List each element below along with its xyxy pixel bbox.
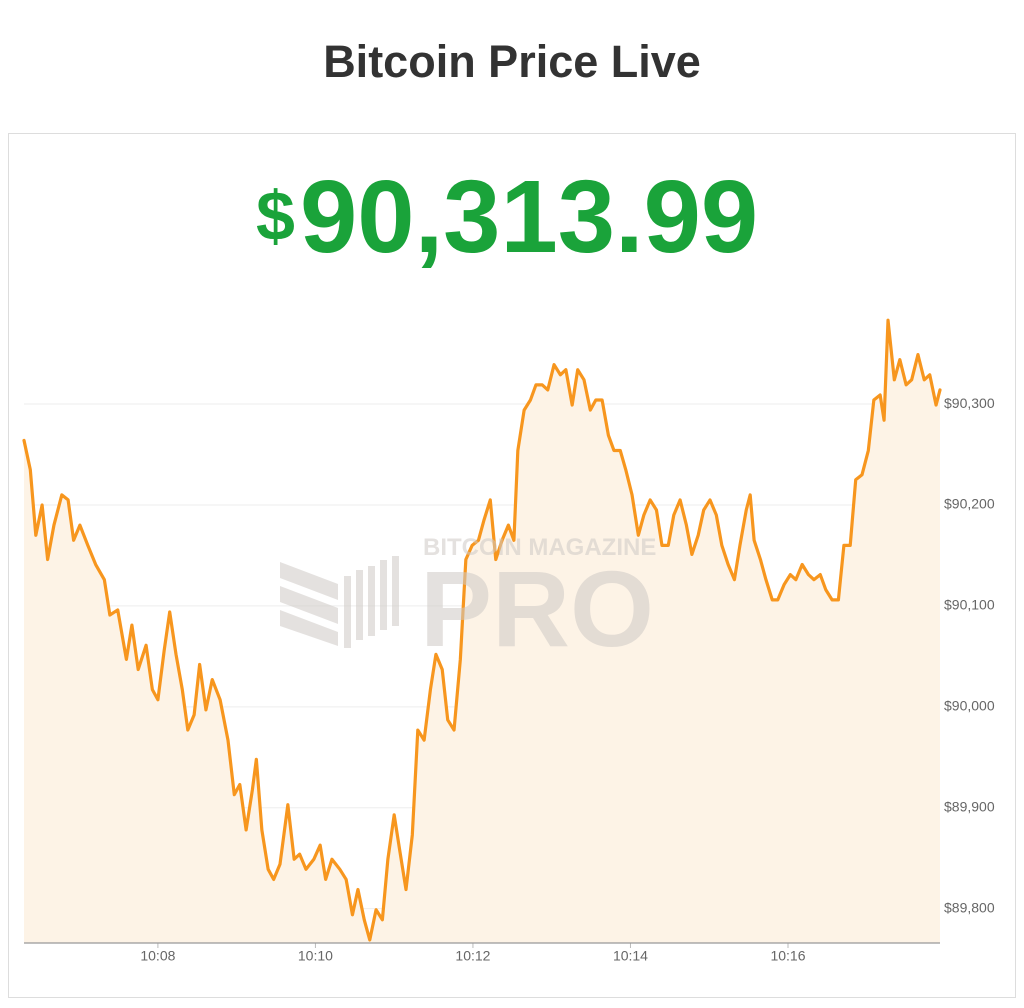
x-tick-label: 10:10 xyxy=(298,948,333,964)
page-title: Bitcoin Price Live xyxy=(323,36,701,87)
x-tick-label: 10:14 xyxy=(613,948,648,964)
y-tick-label: $89,800 xyxy=(944,899,995,915)
watermark-brand: BITCOIN MAGAZINE xyxy=(423,534,656,561)
watermark: BITCOIN MAGAZINE PRO xyxy=(280,534,656,669)
watermark-logo xyxy=(280,556,399,648)
x-tick-label: 10:08 xyxy=(140,948,175,964)
y-tick-label: $89,900 xyxy=(944,798,995,814)
y-tick-label: $90,100 xyxy=(944,597,995,613)
price-line xyxy=(22,318,942,942)
price-amount: 90,313.99 xyxy=(300,159,758,274)
x-tick-label: 10:16 xyxy=(770,948,805,964)
series xyxy=(22,318,942,943)
watermark-product: PRO xyxy=(420,548,654,669)
x-tick-label: 10:12 xyxy=(455,948,490,964)
price-symbol: $ xyxy=(256,177,295,255)
y-tick-label: $90,200 xyxy=(944,496,995,512)
y-tick-label: $90,300 xyxy=(944,395,995,411)
chart: $89,800 $89,900 $90,000 $90,100 $90,200 $90,3… xyxy=(22,318,995,964)
y-tick-label: $90,000 xyxy=(944,698,995,714)
